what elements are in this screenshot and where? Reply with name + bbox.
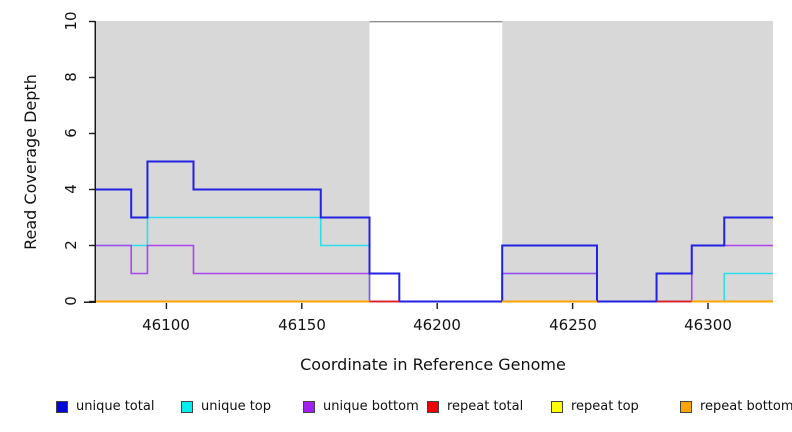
legend-swatch-unique-total [56, 401, 68, 413]
legend-label-repeat-bottom: repeat bottom [700, 399, 792, 414]
legend-item-repeat-bottom: repeat bottom [680, 399, 792, 415]
y-tick-label-0: 0 [62, 296, 80, 306]
y-tick-label-6: 6 [62, 128, 80, 138]
legend-swatch-repeat-total [427, 401, 439, 413]
x-tick-label-46200: 46200 [413, 316, 461, 334]
legend-item-unique-bottom: unique bottom [303, 399, 419, 415]
y-tick-label-4: 4 [62, 184, 80, 194]
legend-swatch-unique-bottom [303, 401, 315, 413]
series-line-unique-total [96, 160, 773, 303]
legend-swatch-unique-top [181, 401, 193, 413]
legend-label-repeat-top: repeat top [571, 399, 639, 414]
shaded-region-1 [502, 21, 773, 303]
x-tick-label-46250: 46250 [549, 316, 597, 334]
shaded-region-0 [96, 21, 370, 303]
legend-label-unique-total: unique total [76, 399, 155, 414]
y-axis-title: Read Coverage Depth [21, 74, 40, 250]
x-tick-label-46150: 46150 [278, 316, 326, 334]
y-tick-label-10: 10 [62, 11, 80, 31]
x-tick-label-46300: 46300 [684, 316, 732, 334]
legend-item-unique-total: unique total [56, 399, 154, 415]
legend-item-repeat-total: repeat total [427, 399, 523, 415]
legend-label-unique-bottom: unique bottom [323, 399, 419, 414]
y-tick-label-2: 2 [62, 240, 80, 250]
x-axis-title: Coordinate in Reference Genome [300, 355, 566, 374]
legend-item-unique-top: unique top [181, 399, 271, 415]
legend-label-repeat-total: repeat total [447, 399, 524, 414]
legend-swatch-repeat-bottom [680, 401, 692, 413]
legend-item-repeat-top: repeat top [551, 399, 639, 415]
y-tick-label-8: 8 [62, 72, 80, 82]
x-tick-label-46100: 46100 [142, 316, 190, 334]
legend-label-unique-top: unique top [201, 399, 272, 414]
legend-swatch-repeat-top [551, 401, 563, 413]
